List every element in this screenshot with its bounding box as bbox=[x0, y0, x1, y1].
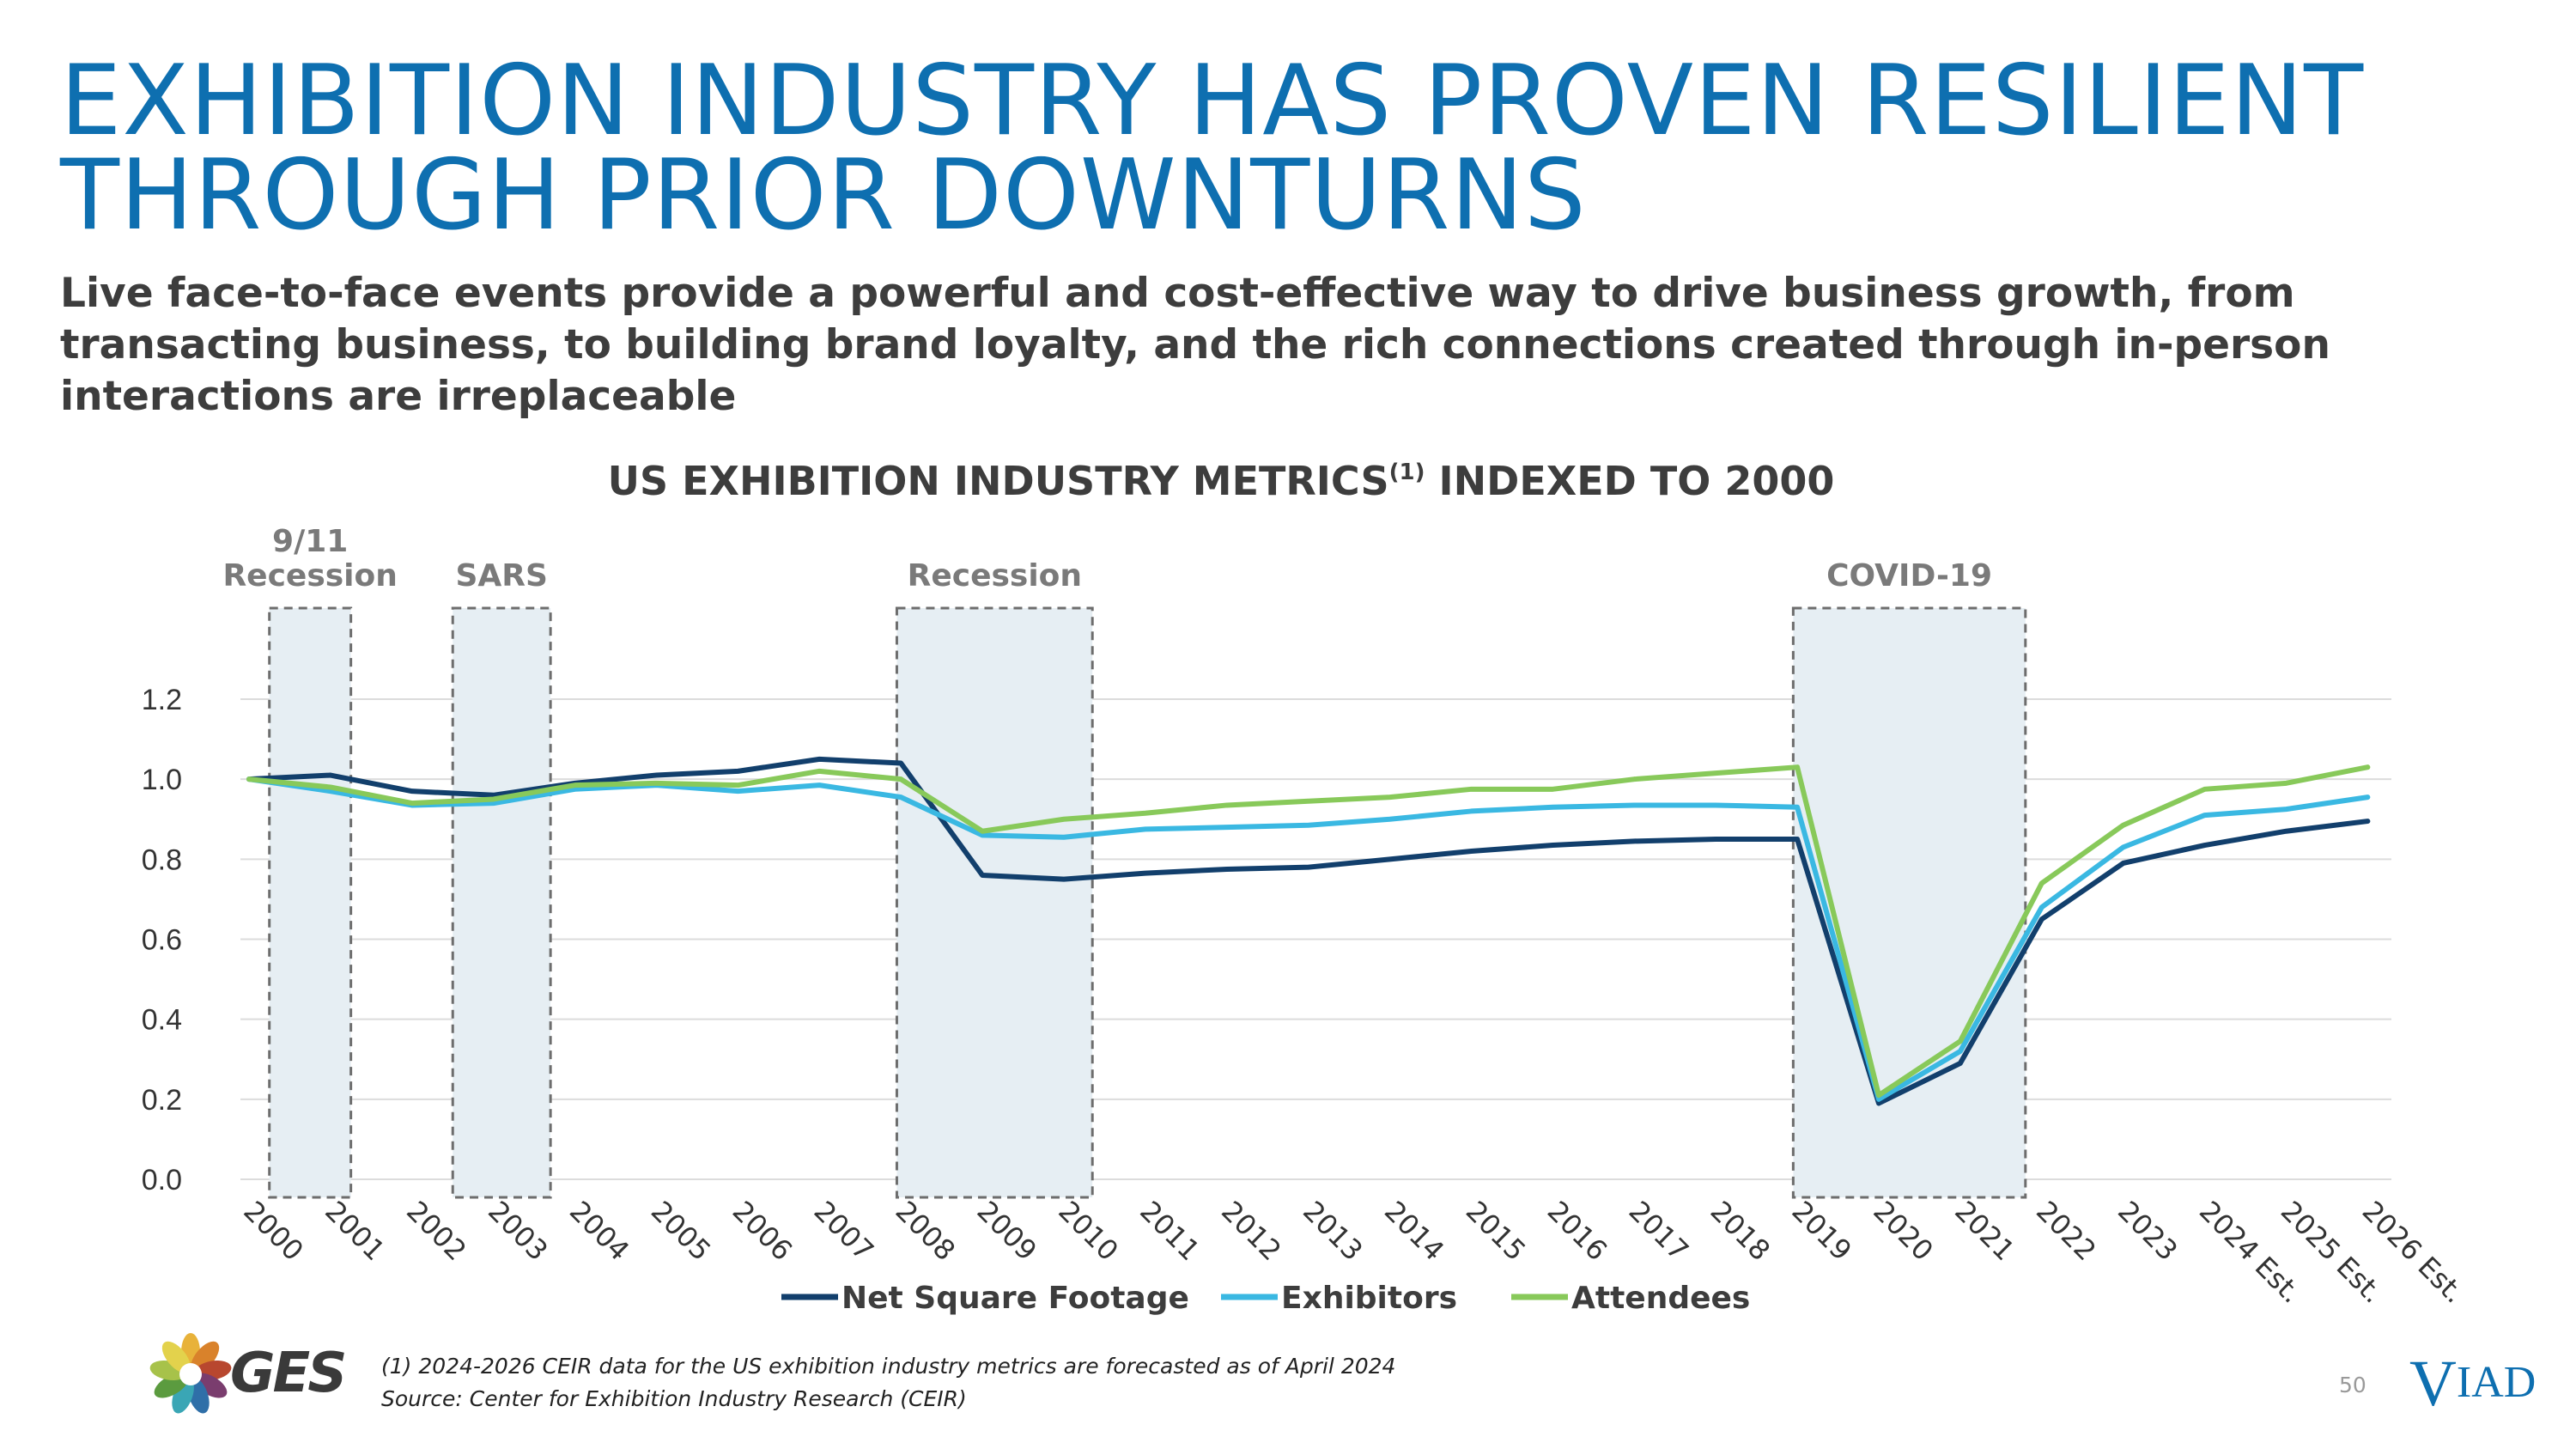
x-tick-label: 2001 bbox=[319, 1195, 391, 1267]
y-tick-label: 0.0 bbox=[142, 1164, 182, 1196]
x-tick-label: 2019 bbox=[1785, 1195, 1857, 1267]
page-number: 50 bbox=[2339, 1373, 2366, 1397]
slide-title-line-2: THROUGH PRIOR DOWNTURNS bbox=[60, 138, 1587, 252]
x-tick-label: 2015 bbox=[1460, 1195, 1532, 1267]
x-tick-label: 2012 bbox=[1215, 1195, 1287, 1267]
x-tick-label: 2006 bbox=[726, 1195, 799, 1267]
x-tick-label: 2011 bbox=[1133, 1195, 1206, 1267]
y-tick-label: 0.4 bbox=[142, 1004, 182, 1037]
shaded-period-box bbox=[1791, 606, 2027, 1199]
x-tick-label: 2009 bbox=[970, 1195, 1042, 1267]
shaded-period-box bbox=[268, 606, 353, 1199]
subtitle-line-3: interactions are irreplaceable bbox=[60, 373, 737, 420]
shaded-period-box bbox=[895, 606, 1094, 1199]
period-label-line-1: 9/11 bbox=[272, 524, 348, 559]
subtitle-line-1: Live face-to-face events provide a power… bbox=[60, 270, 2295, 317]
footnote-forecast: (1) 2024-2026 CEIR data for the US exhib… bbox=[381, 1354, 1396, 1379]
x-tick-label: 2000 bbox=[237, 1195, 309, 1267]
y-tick-label: 0.6 bbox=[142, 924, 182, 957]
legend-label: Exhibitors bbox=[1281, 1281, 1457, 1316]
slide-title: EXHIBITION INDUSTRY HAS PROVEN RESILIENT… bbox=[60, 44, 2533, 252]
x-tick-label: 2003 bbox=[482, 1195, 554, 1267]
y-tick-label: 1.2 bbox=[142, 684, 182, 716]
slide-subtitle: Live face-to-face events provide a power… bbox=[60, 268, 2464, 423]
series-line-attendees bbox=[246, 764, 2371, 1099]
x-tick-label: 2018 bbox=[1704, 1195, 1777, 1267]
x-tick-label: 2016 bbox=[1541, 1195, 1613, 1267]
x-tick-label: 2013 bbox=[1297, 1195, 1369, 1267]
shaded-period-box bbox=[451, 606, 552, 1199]
x-tick-label: 2008 bbox=[890, 1195, 962, 1267]
x-tick-label: 2004 bbox=[563, 1195, 635, 1267]
series-line-net-square-footage bbox=[246, 756, 2371, 1106]
x-tick-label: 2017 bbox=[1623, 1195, 1695, 1267]
footnote-source: Source: Center for Exhibition Industry R… bbox=[381, 1386, 967, 1411]
ges-logo-text: GES bbox=[230, 1342, 347, 1405]
legend-label: Net Square Footage bbox=[841, 1281, 1189, 1316]
legend-label: Attendees bbox=[1571, 1281, 1750, 1316]
x-tick-label: 2005 bbox=[645, 1195, 717, 1267]
x-tick-label: 2021 bbox=[1948, 1195, 2020, 1267]
period-label: SARS bbox=[455, 558, 547, 594]
series-line-exhibitors bbox=[246, 776, 2371, 1102]
y-tick-label: 0.8 bbox=[142, 843, 182, 876]
chart-title: US EXHIBITION INDUSTRY METRICS(1) INDEXE… bbox=[608, 458, 1835, 504]
x-tick-label: 2007 bbox=[808, 1195, 880, 1267]
slide-title-line-1: EXHIBITION INDUSTRY HAS PROVEN RESILIENT bbox=[60, 44, 2365, 157]
x-tick-label: 2022 bbox=[2030, 1195, 2102, 1267]
x-tick-label: 2010 bbox=[1052, 1195, 1124, 1267]
x-tick-label: 2023 bbox=[2111, 1195, 2184, 1267]
x-tick-label: 2002 bbox=[400, 1195, 472, 1267]
x-tick-label: 2014 bbox=[1378, 1195, 1450, 1267]
y-tick-label: 0.2 bbox=[142, 1084, 182, 1117]
viad-logo-v: V bbox=[2409, 1348, 2457, 1420]
x-tick-label: 2020 bbox=[1867, 1195, 1939, 1267]
period-label: Recession bbox=[222, 558, 397, 594]
period-label: COVID-19 bbox=[1826, 558, 1992, 594]
viad-logo-rest: IAD bbox=[2456, 1358, 2537, 1407]
ges-flower-icon bbox=[149, 1333, 232, 1414]
subtitle-line-2: transacting business, to building brand … bbox=[60, 321, 2330, 368]
viad-logo: VIAD bbox=[2409, 1347, 2536, 1422]
period-label: Recession bbox=[908, 558, 1082, 594]
y-tick-label: 1.0 bbox=[142, 764, 182, 796]
